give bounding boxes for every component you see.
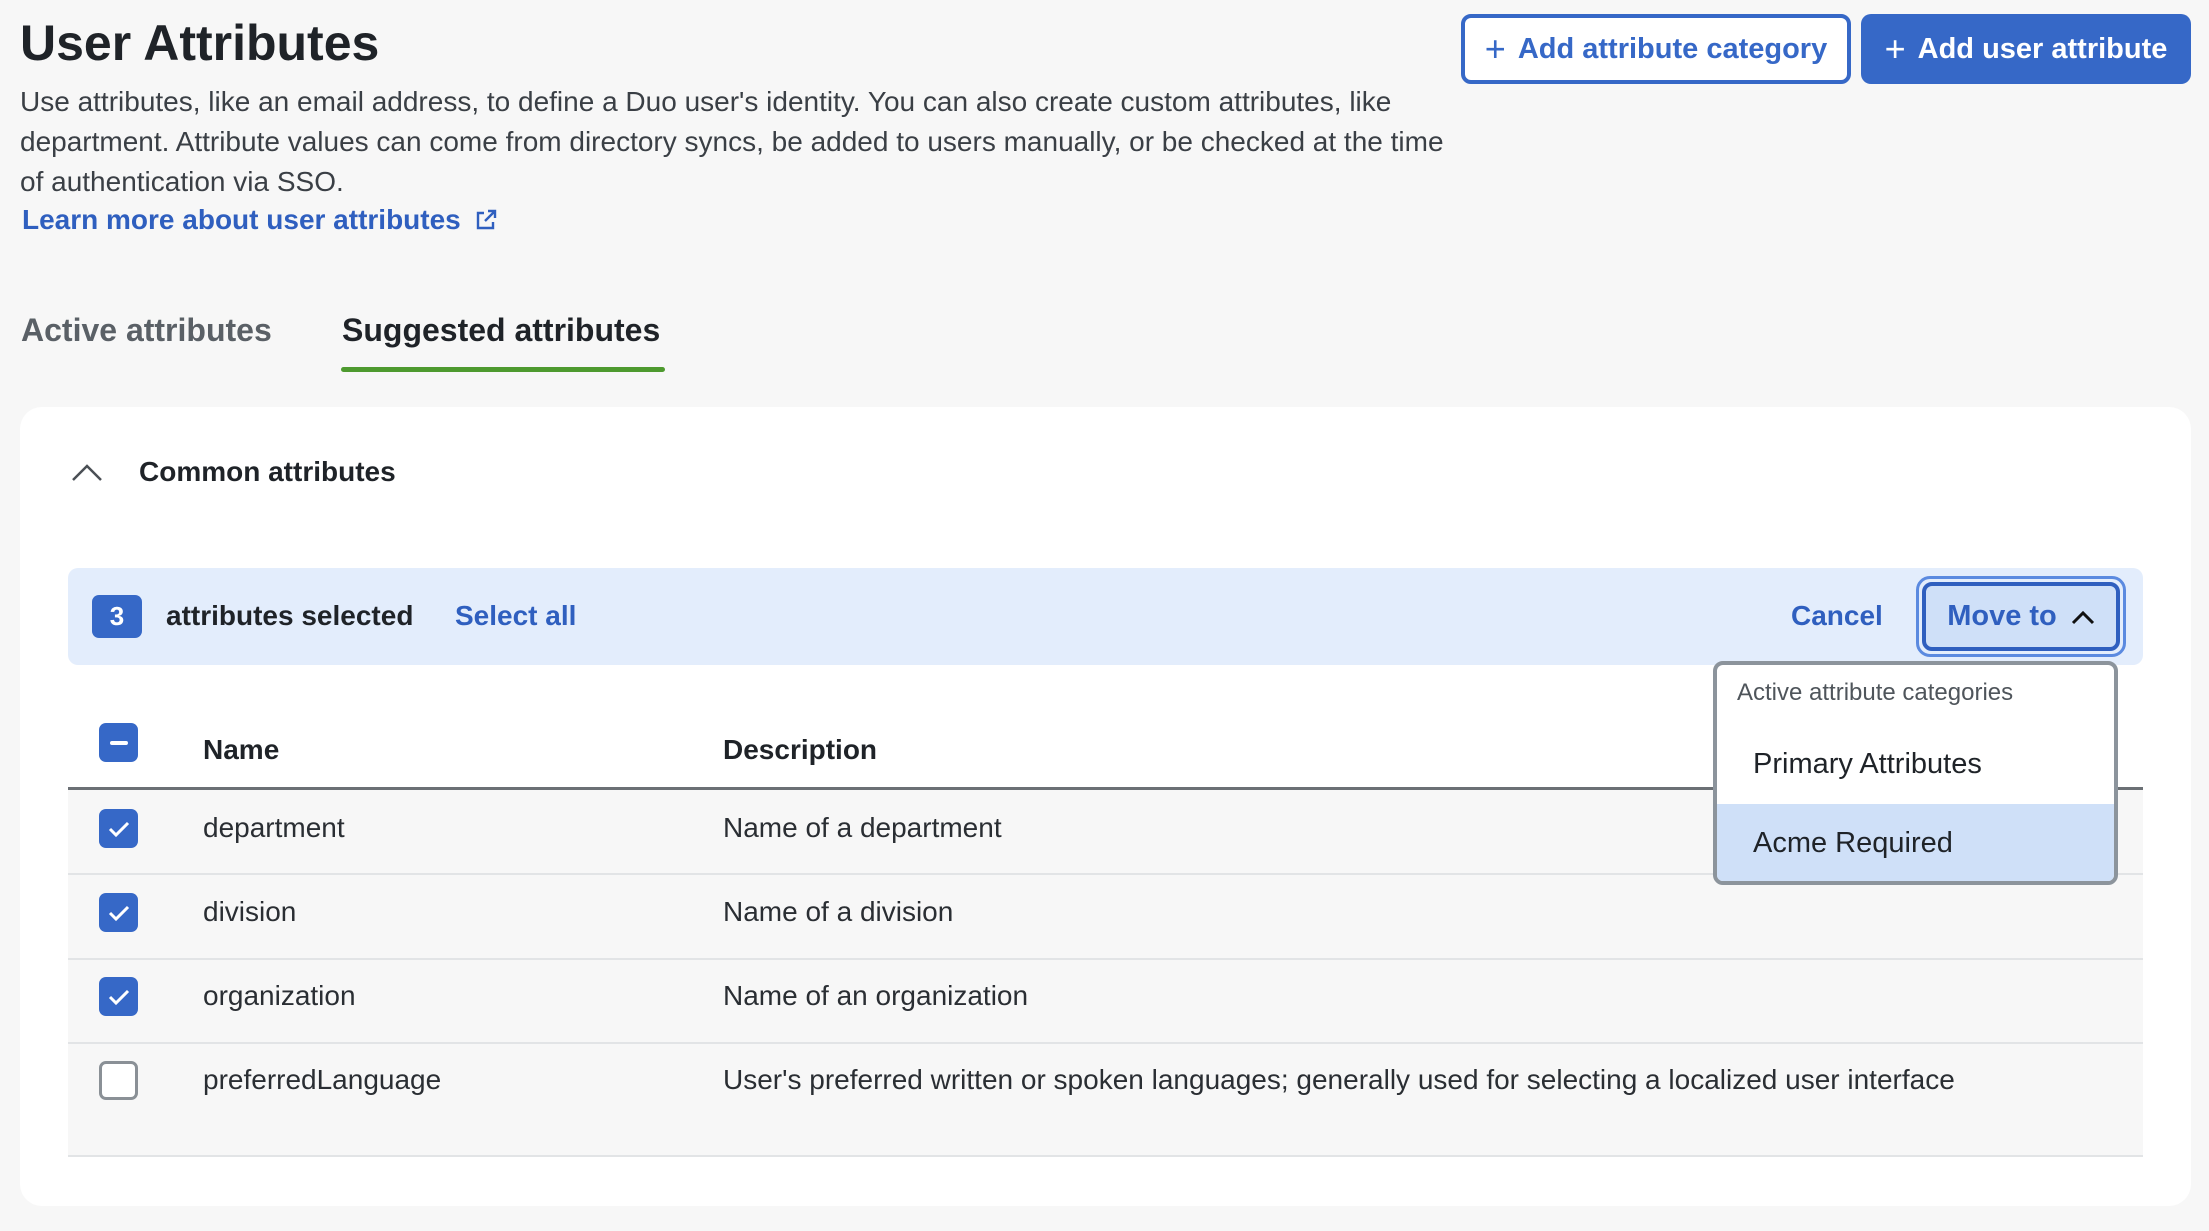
select-all-checkbox[interactable] bbox=[99, 723, 138, 762]
external-link-icon bbox=[476, 209, 496, 230]
active-tab-indicator bbox=[341, 367, 665, 372]
page-title: User Attributes bbox=[20, 15, 380, 71]
column-header-description: Description bbox=[723, 734, 878, 765]
tab-suggested-attributes[interactable]: Suggested attributes bbox=[342, 312, 661, 348]
table-row bbox=[68, 875, 2143, 960]
check-icon bbox=[108, 821, 129, 837]
minus-icon bbox=[109, 740, 128, 745]
attribute-name: organization bbox=[203, 980, 356, 1011]
tab-active-attributes[interactable]: Active attributes bbox=[21, 312, 272, 348]
plus-icon: + bbox=[1484, 28, 1506, 69]
row-checkbox[interactable] bbox=[99, 977, 138, 1016]
row-checkbox[interactable] bbox=[99, 893, 138, 932]
dropdown-item-acme-required[interactable]: Acme Required bbox=[1717, 804, 2114, 881]
selected-count-badge: 3 bbox=[92, 595, 142, 638]
column-header-name: Name bbox=[203, 734, 280, 765]
attribute-name: department bbox=[203, 812, 345, 843]
attribute-description: Name of a department bbox=[723, 812, 1002, 843]
learn-more-link[interactable]: Learn more about user attributes bbox=[22, 204, 497, 236]
attribute-name: division bbox=[203, 896, 297, 927]
selected-label: attributes selected bbox=[166, 600, 414, 631]
plus-icon: + bbox=[1884, 28, 1906, 69]
attribute-name: preferredLanguage bbox=[203, 1064, 442, 1095]
row-checkbox[interactable] bbox=[99, 809, 138, 848]
check-icon bbox=[108, 905, 129, 921]
section-title: Common attributes bbox=[139, 456, 396, 487]
add-attribute-category-button[interactable]: + Add attribute category bbox=[1461, 14, 1851, 84]
move-to-dropdown: Active attribute categories Primary Attr… bbox=[1713, 661, 2118, 885]
move-to-button[interactable]: Move to bbox=[1916, 576, 2126, 657]
row-checkbox[interactable] bbox=[99, 1061, 138, 1100]
table-row bbox=[68, 960, 2143, 1044]
move-to-label: Move to bbox=[1947, 600, 2057, 632]
selection-banner bbox=[68, 568, 2143, 665]
check-icon bbox=[108, 989, 129, 1005]
page-description: Use attributes, like an email address, t… bbox=[20, 86, 1444, 197]
add-user-attribute-button[interactable]: + Add user attribute bbox=[1861, 14, 2191, 84]
add-attribute-label: Add user attribute bbox=[1917, 32, 2168, 65]
cancel-button[interactable]: Cancel bbox=[1791, 600, 1883, 631]
select-all-button[interactable]: Select all bbox=[455, 600, 577, 631]
chevron-up-icon bbox=[2071, 610, 2094, 624]
attribute-description: User's preferred written or spoken langu… bbox=[723, 1064, 1955, 1095]
attribute-description: Name of a division bbox=[723, 896, 954, 927]
learn-more-label: Learn more about user attributes bbox=[22, 204, 461, 235]
add-category-label: Add attribute category bbox=[1517, 32, 1828, 65]
attribute-description: Name of an organization bbox=[723, 980, 1029, 1011]
dropdown-item-primary-attributes[interactable]: Primary Attributes bbox=[1753, 747, 1982, 780]
header-divider bbox=[68, 787, 2143, 790]
table-row bbox=[68, 1044, 2143, 1157]
dropdown-header: Active attribute categories bbox=[1737, 679, 2014, 706]
chevron-up-icon[interactable] bbox=[70, 458, 104, 488]
